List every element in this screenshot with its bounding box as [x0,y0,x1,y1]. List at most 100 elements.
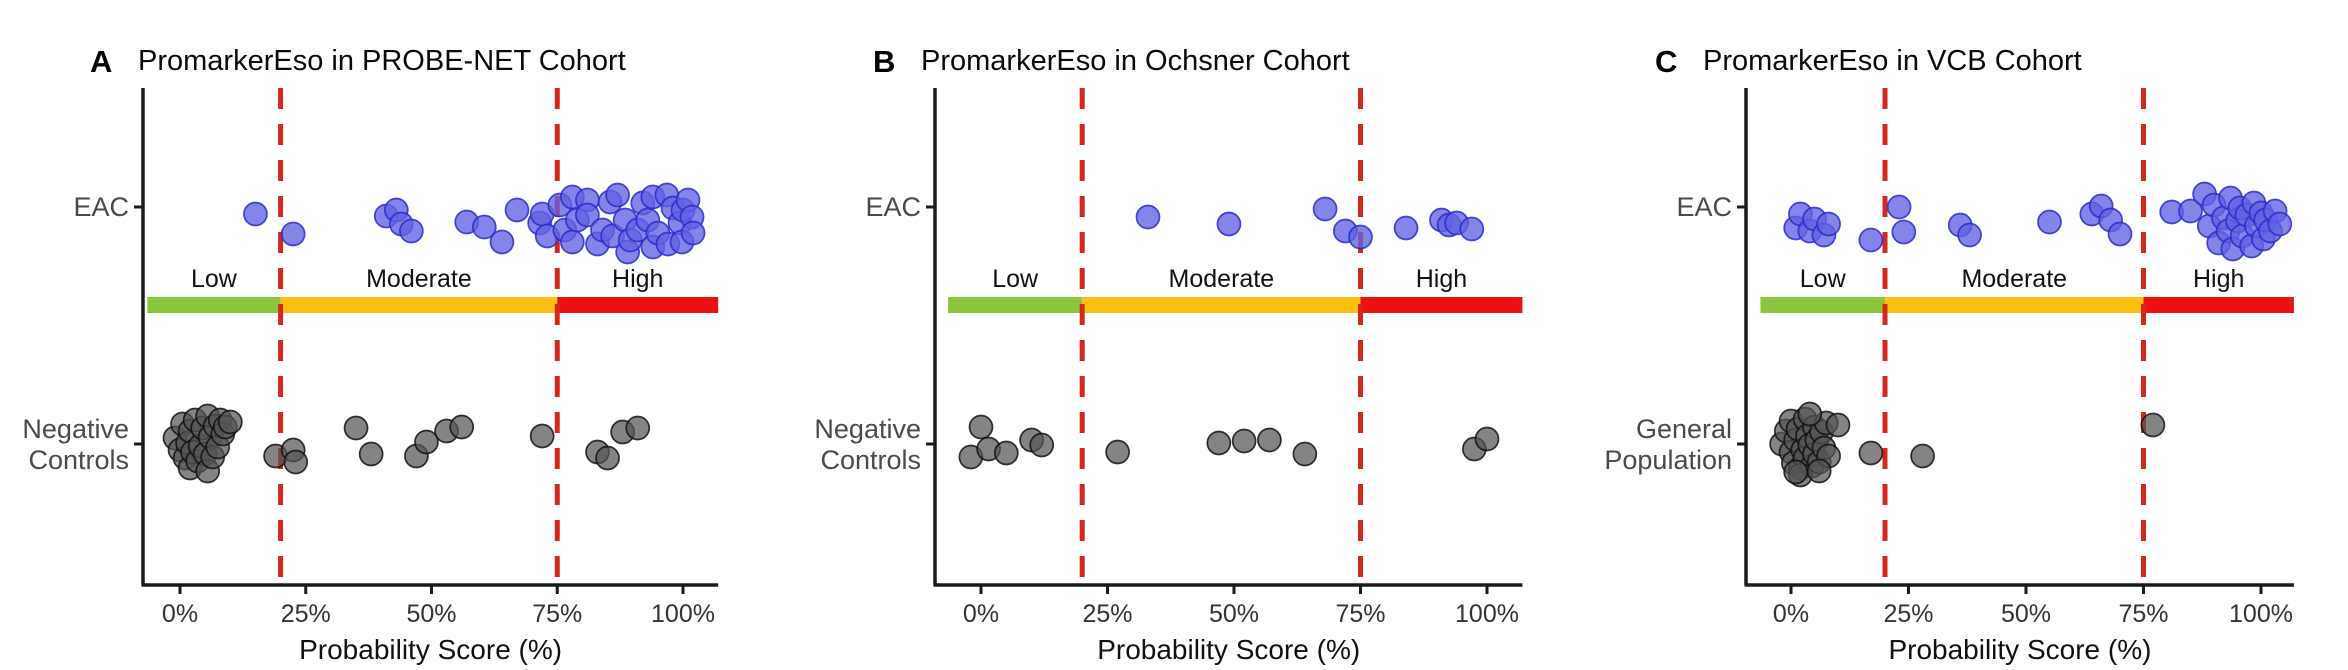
control-point [1783,459,1809,485]
row-label-negative-controls: Negative [814,414,921,444]
row-label-general-population: General [1636,414,1732,444]
x-tick-label-0: 0% [1773,600,1809,628]
control-point [414,429,439,455]
control-point [1910,443,1935,469]
x-tick-label-100: 100% [651,600,715,628]
x-axis-title: Probability Score (%) [299,634,562,665]
panel-B-title-text: PromarkerEso in Ochsner Cohort [921,45,1350,77]
risk-band-high [1360,297,1523,313]
risk-band-low [147,297,281,313]
eac-point [1891,219,1917,245]
risk-label-low: Low [1800,265,1847,293]
x-tick-label-25: 25% [1082,600,1132,628]
x-tick-label-0: 0% [162,600,198,628]
eac-point [2037,209,2062,235]
eac-point [1312,196,1338,222]
x-tick-label-50: 50% [406,600,456,628]
eac-point [1957,222,1982,248]
x-tick-label-75: 75% [1335,600,1385,628]
panel-A-letter: A [90,44,113,79]
eac-point [1135,204,1161,230]
control-point [1474,426,1500,452]
x-tick-label-75: 75% [532,600,582,628]
risk-band-moderate [1885,297,2144,313]
control-point [1206,430,1232,456]
x-axis-title: Probability Score (%) [1888,634,2151,665]
risk-band-high [557,297,719,313]
row-label-negative-controls: Controls [820,445,921,475]
control-point [343,415,369,441]
panel-B: B PromarkerEso in Ochsner Cohort Low Mode… [783,0,1566,670]
risk-band-low [1760,297,1885,313]
panel-C: C PromarkerEso in VCB Cohort Low Moderate… [1565,0,2348,670]
risk-label-high: High [1416,265,1467,293]
row-label-eac: EAC [865,192,921,222]
x-tick-label-75: 75% [2118,600,2168,628]
risk-band-moderate [280,297,558,313]
eac-point [504,197,530,223]
control-point [217,409,243,435]
risk-band-moderate [1082,297,1361,313]
x-tick-label-50: 50% [2001,600,2051,628]
risk-band-high [2143,297,2294,313]
control-point [968,414,994,440]
panel-A: A PromarkerEso in PROBE-NET Cohort Low Mo… [0,0,783,670]
panel-B-letter: B [873,44,896,79]
eac-point [1886,194,1912,220]
control-point [1806,458,1832,484]
x-tick-label-100: 100% [2229,600,2293,628]
panel-C-letter: C [1655,44,1678,79]
control-point [358,441,384,467]
control-point [595,445,620,471]
risk-label-low: Low [191,265,238,293]
control-point [1257,427,1282,453]
x-tick-label-100: 100% [1455,600,1519,628]
control-point [1825,412,1851,438]
control-point [449,414,475,440]
row-label-eac: EAC [73,192,129,222]
risk-label-low: Low [992,265,1039,293]
eac-point [399,218,424,244]
panel-A-title-text: PromarkerEso in PROBE-NET Cohort [138,45,626,77]
eac-point [2107,221,2133,247]
eac-point [1858,227,1884,253]
control-point [283,449,309,475]
control-point [1029,432,1055,458]
control-point [1292,441,1318,467]
risk-band-low [948,297,1083,313]
eac-point [1348,224,1373,250]
panel-C-title-text: PromarkerEso in VCB Cohort [1703,45,2082,77]
control-point [1231,428,1257,454]
x-tick-label-25: 25% [281,600,331,628]
control-point [529,423,555,449]
x-tick-label-25: 25% [1883,600,1933,628]
eac-point [489,229,515,255]
control-point [993,440,1019,466]
x-tick-label-50: 50% [1209,600,1259,628]
risk-label-moderate: Moderate [1961,265,2067,293]
row-label-general-population: Population [1604,445,1732,475]
eac-point [575,202,600,228]
row-label-negative-controls: Negative [22,414,129,444]
control-point [625,415,651,441]
eac-point [605,182,630,208]
eac-point [243,201,268,227]
eac-point [2267,211,2293,237]
eac-point [1816,211,1841,237]
control-point [2140,412,2166,438]
eac-point [1393,215,1419,241]
risk-label-moderate: Moderate [366,265,472,293]
eac-point [680,220,706,246]
control-point [1105,439,1130,465]
row-label-negative-controls: Controls [28,445,129,475]
control-point [1858,440,1884,466]
risk-label-high: High [2193,265,2244,293]
control-point [1797,401,1823,427]
x-tick-label-0: 0% [963,600,999,628]
eac-point [280,221,306,247]
risk-label-moderate: Moderate [1169,265,1275,293]
